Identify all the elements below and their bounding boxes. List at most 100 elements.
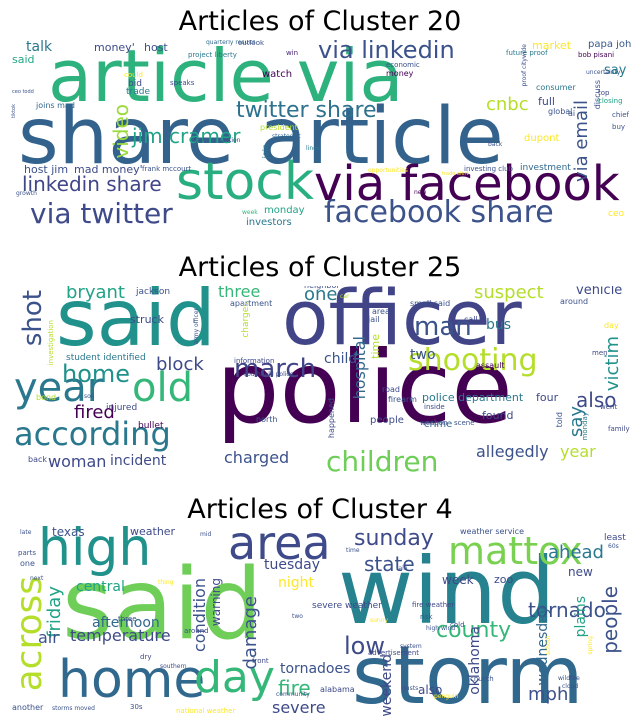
cloud-word: shot [18, 290, 48, 347]
cluster-20-panel: Articles of Cluster 20 share article art… [0, 0, 640, 240]
cloud-word: fire weather [412, 601, 455, 609]
cloud-word: national weather [176, 707, 236, 715]
cloud-word: time [369, 334, 382, 359]
cloud-word: risk [420, 613, 433, 621]
cloud-word: bullet [138, 421, 164, 431]
cloud-word: area [228, 526, 331, 570]
cloud-word: plains [573, 596, 589, 638]
cloud-word: trade [126, 87, 150, 97]
cloud-word: two [292, 613, 303, 620]
cloud-word: 60s [608, 543, 619, 550]
cloud-word: alabama [320, 685, 355, 694]
cloud-word: old [132, 365, 193, 411]
cloud-word: new [568, 565, 593, 579]
cloud-word: told [555, 412, 564, 428]
cloud-word: people [370, 415, 404, 426]
cloud-word: information [234, 357, 275, 365]
cloud-word: tornado [528, 598, 606, 622]
cloud-word: joins mad [36, 101, 75, 110]
cloud-word: trade alert [442, 171, 469, 177]
cloud-word: texas [52, 526, 85, 539]
cloud-word: bob pisani [578, 51, 615, 59]
cloud-word: shooting [408, 343, 538, 378]
cloud-word: happened [327, 398, 336, 439]
cloud-word: state [364, 552, 415, 576]
cloud-word: severe weather [312, 601, 382, 611]
cloud-word: suspect [474, 286, 544, 303]
cloud-word: vehicle [576, 286, 623, 298]
cloud-word: action [222, 137, 241, 144]
cloud-word: zoo [494, 573, 514, 586]
cloud-word: around [184, 627, 209, 635]
cloud-word: least [604, 533, 626, 543]
cloud-word: full [538, 95, 555, 108]
cloud-word: monday [264, 205, 305, 216]
cloud-word: allegedly [476, 442, 549, 461]
cloud-word: three [218, 286, 261, 301]
cloud-word: southern [160, 663, 187, 670]
cloud-word: storms moved [52, 705, 95, 712]
cloud-word: county [436, 618, 512, 643]
cloud-word: army officer [193, 308, 200, 345]
cloud-word: according [14, 415, 171, 453]
cloud-word: global [548, 107, 573, 116]
cloud-word: weather [130, 526, 176, 538]
cloud-word: time [346, 547, 360, 554]
cloud-word: video [109, 104, 133, 159]
cloud-word: monday [581, 412, 589, 441]
cloud-word: people [598, 586, 622, 654]
cloud-word: son [84, 393, 95, 400]
cloud-word: injured [106, 403, 138, 413]
cloud-word: ahead [548, 542, 604, 563]
cloud-word: another [12, 703, 44, 712]
cloud-word: community [276, 691, 310, 698]
cloud-word: bond [36, 393, 57, 402]
cloud-word: north [256, 415, 278, 424]
cloud-word: cnbc [486, 94, 529, 115]
cloud-word: one [304, 286, 338, 305]
cloud-word: night [278, 575, 315, 591]
cloud-word: mad money' [74, 163, 143, 176]
cloud-word: charges [241, 302, 251, 338]
cloud-word: scene [454, 419, 475, 427]
cloud-word: apartment [230, 299, 273, 308]
cloud-word: talk [26, 40, 53, 55]
cloud-word: tornadoes [280, 661, 351, 677]
cloud-word: via linkedin [318, 40, 455, 64]
cloud-word: tuesday [264, 557, 321, 573]
cloud-word: fast [194, 137, 206, 144]
cloud-word: neighbor [304, 286, 340, 290]
panel-title: Articles of Cluster 4 [187, 494, 453, 525]
cloud-word: student identified [66, 353, 146, 363]
cloud-word: incident [110, 453, 167, 469]
cloud-word: officer [282, 286, 522, 362]
cloud-word: via email [571, 100, 592, 183]
cloud-word: back [488, 141, 503, 148]
cloud-word: also [418, 683, 443, 697]
cloud-word: watch [262, 69, 293, 80]
cloud-word: top [598, 89, 610, 97]
cloud-word: victim [602, 336, 623, 392]
cloud-word: bid [128, 79, 142, 89]
cloud-word: afternoon [92, 615, 160, 631]
cloud-word: southfield police [244, 371, 294, 378]
cloud-word: assault [476, 361, 505, 370]
cloud-word: ceo [608, 209, 624, 219]
cloud-word: jim cramer [132, 124, 241, 148]
word-cloud: share article article via via facebook s… [8, 40, 632, 240]
cloud-word: two [410, 347, 436, 363]
cloud-word: system [400, 643, 422, 650]
cloud-word: severe [272, 698, 326, 717]
cloud-word: late [20, 529, 32, 536]
cloud-word: future proof [506, 49, 548, 57]
cloud-word: found [482, 409, 514, 422]
cloud-word: consumer [536, 83, 576, 92]
cloud-word: article via [48, 40, 404, 118]
cloud-word: sunday [354, 526, 434, 551]
cloud-word: air [38, 628, 59, 647]
cloud-word: school [545, 636, 552, 656]
cloud-word: charged [224, 448, 290, 467]
cloud-word: weekend [379, 654, 395, 717]
cloud-word: jail [368, 315, 380, 324]
cloud-word: president [260, 123, 298, 132]
